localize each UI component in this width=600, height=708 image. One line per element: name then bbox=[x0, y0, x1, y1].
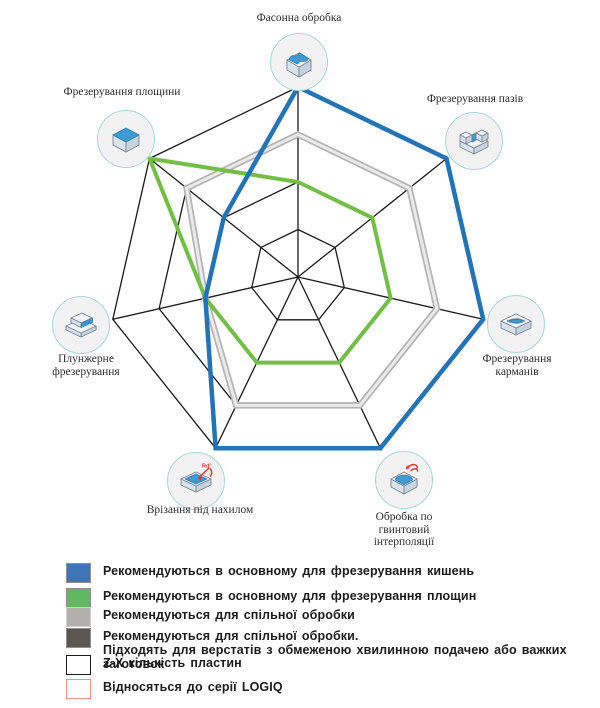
legend-label: Відносяться до серії LOGIQ bbox=[103, 680, 283, 694]
axis-label-plunge-milling: Плунжерне фрезерування bbox=[52, 353, 120, 378]
legend-swatch-white bbox=[66, 655, 91, 675]
radar-grid-ring bbox=[250, 228, 346, 321]
axis-label-shaped-machining: Фасонна обробка bbox=[256, 12, 342, 24]
legend-swatch-blue bbox=[66, 563, 91, 583]
legend-swatch-red-outline bbox=[66, 679, 91, 699]
legend-item-logiq: Відносяться до серії LOGIQ bbox=[66, 678, 593, 699]
legend-item-combined-heavy: Рекомендуються для спільної обробки. Під… bbox=[66, 627, 593, 671]
axis-label-ramping: Врізання під нахилом bbox=[146, 504, 254, 516]
axis-label-pocket-milling: Фрезерування карманів bbox=[482, 353, 552, 378]
legend-item-insert-count: Z-X кількість пластин bbox=[66, 654, 593, 675]
helical-interpolation-icon bbox=[375, 451, 433, 509]
radar-series bbox=[203, 84, 486, 451]
ramping-icon: Rd° bbox=[167, 452, 225, 510]
radar-series-highlight bbox=[184, 132, 439, 407]
legend-swatch-lightgray bbox=[66, 607, 91, 627]
legend-label: Рекомендуються для спільної обробки. Під… bbox=[103, 629, 567, 671]
pocket-milling-icon bbox=[487, 295, 545, 353]
legend-label: Рекомендуються в основному для фрезерува… bbox=[103, 589, 477, 603]
legend-label: Z-X кількість пластин bbox=[103, 656, 242, 670]
plunge-milling-icon bbox=[52, 296, 110, 354]
axis-label-helical-interpolation: Обробка по гвинтовий інтерполяції bbox=[373, 511, 435, 548]
legend-swatch-darkgray bbox=[66, 628, 91, 648]
axis-label-face-milling: Фрезерування площини bbox=[63, 86, 181, 98]
shaped-machining-icon bbox=[270, 33, 328, 91]
radar-chart bbox=[112, 84, 486, 451]
face-milling-icon bbox=[97, 110, 155, 168]
legend-label: Рекомендуються в основному для фрезерува… bbox=[103, 564, 475, 578]
legend-item-combined: Рекомендуються для спільної обробки bbox=[66, 606, 593, 627]
legend-swatch-green bbox=[66, 588, 91, 608]
slot-milling-icon bbox=[445, 112, 503, 170]
legend-item-pockets: Рекомендуються в основному для фрезерува… bbox=[66, 562, 593, 583]
axis-label-slot-milling: Фрезерування пазів bbox=[426, 93, 524, 105]
legend-label: Рекомендуються для спільної обробки bbox=[103, 608, 355, 622]
legend-item-faces: Рекомендуються в основному для фрезерува… bbox=[66, 587, 593, 608]
svg-text:Rd°: Rd° bbox=[202, 464, 212, 470]
radar-series bbox=[146, 155, 393, 365]
